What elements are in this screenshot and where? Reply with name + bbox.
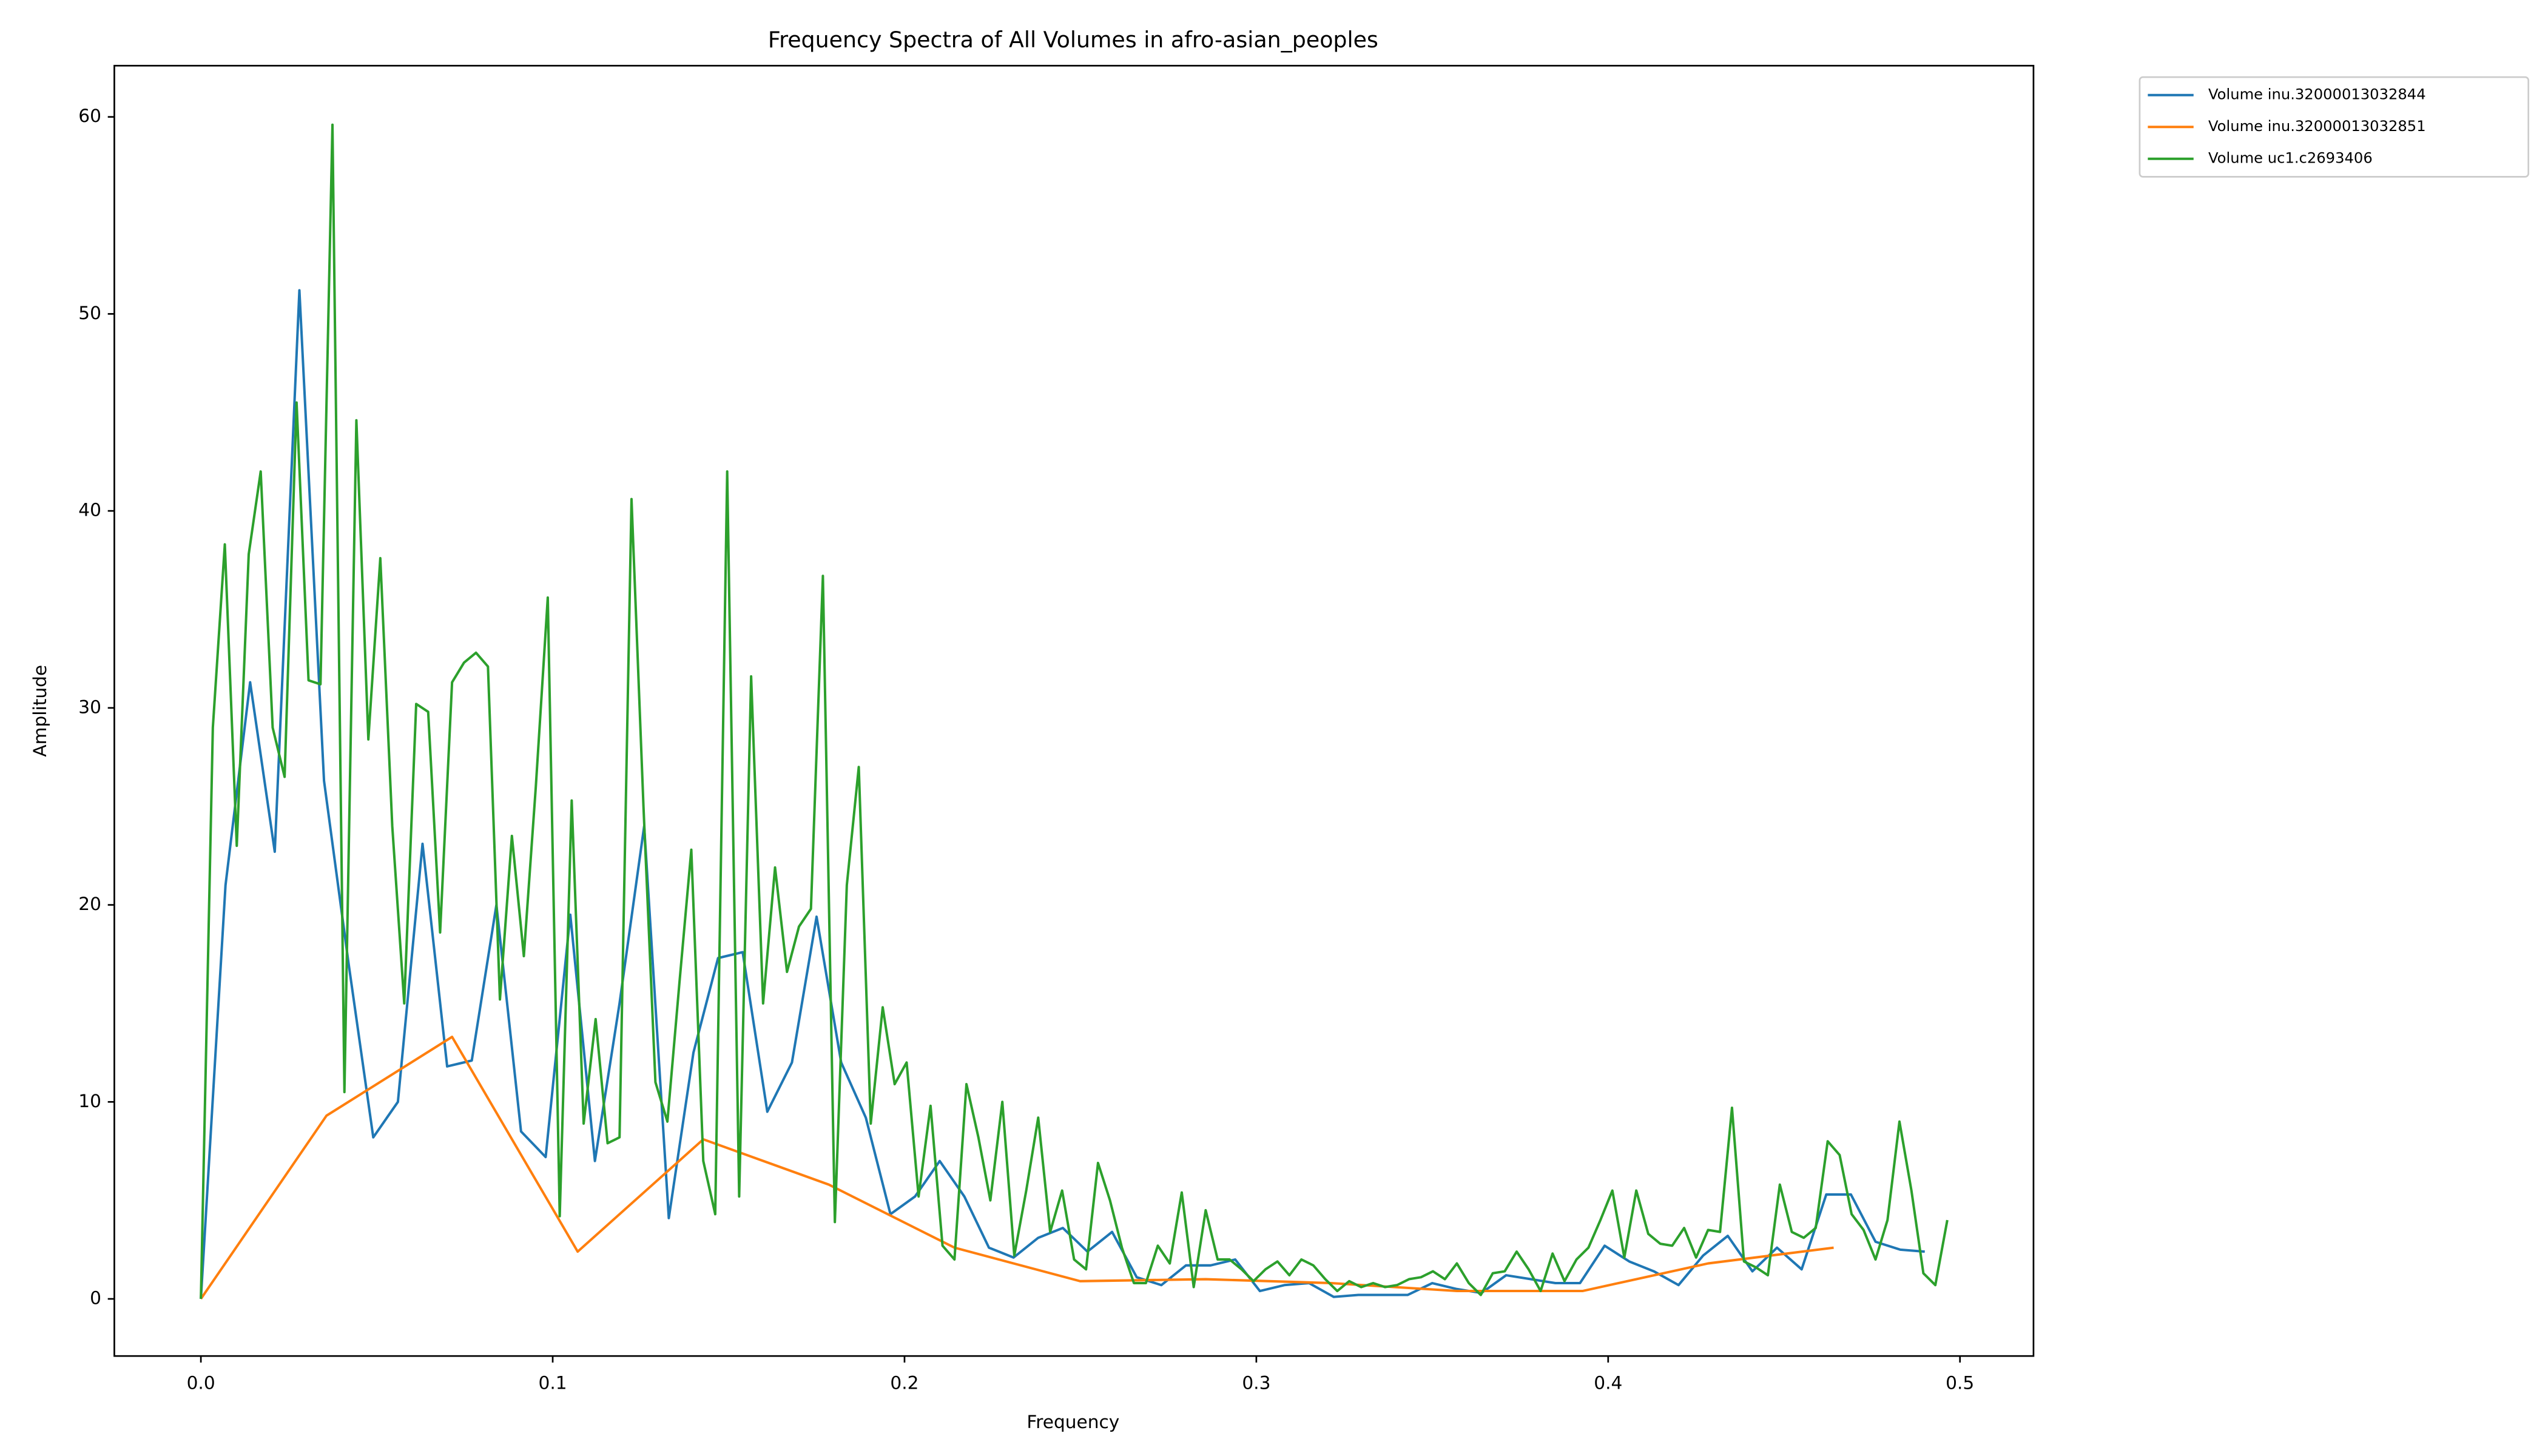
x-tick-label: 0.0 [187, 1372, 215, 1393]
x-tick-label: 0.4 [1594, 1372, 1622, 1393]
series-line [200, 1036, 1834, 1300]
legend-label: Volume uc1.c2693406 [2208, 150, 2373, 167]
series-line [200, 289, 1925, 1299]
plot-lines [200, 123, 1949, 1300]
y-tick-label: 30 [78, 696, 101, 717]
x-tick-label: 0.1 [538, 1372, 567, 1393]
legend-label: Volume inu.32000013032851 [2208, 118, 2426, 135]
series-line [200, 123, 1949, 1299]
x-axis-label: Frequency [1026, 1412, 1119, 1432]
y-tick-label: 20 [78, 894, 101, 914]
y-axis-label: Amplitude [30, 665, 50, 757]
chart-title: Frequency Spectra of All Volumes in afro… [768, 27, 1378, 53]
legend-label: Volume inu.32000013032844 [2208, 86, 2426, 103]
x-tick-label: 0.5 [1946, 1372, 1974, 1393]
y-tick-label: 0 [90, 1288, 101, 1309]
x-tick-label: 0.3 [1242, 1372, 1270, 1393]
y-tick-label: 50 [78, 303, 101, 323]
legend-box [2138, 76, 2530, 178]
y-tick-label: 60 [78, 106, 101, 126]
y-tick-label: 10 [78, 1091, 101, 1111]
x-tick-label: 0.2 [890, 1372, 918, 1393]
plot-frame [113, 64, 2035, 1357]
y-tick-label: 40 [78, 500, 101, 521]
